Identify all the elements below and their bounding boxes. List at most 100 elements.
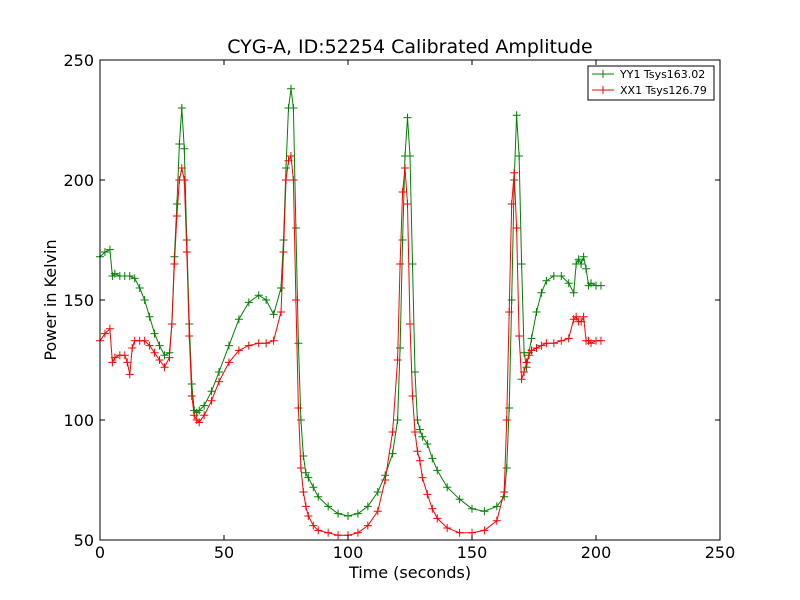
series-point-0-12 xyxy=(150,329,159,338)
y-tick-label: 50 xyxy=(74,531,94,550)
series-point-0-27 xyxy=(195,406,204,415)
series-point-1-38 xyxy=(269,336,278,345)
series-point-1-49 xyxy=(301,502,310,511)
series-point-1-99 xyxy=(572,312,581,321)
series-point-0-52 xyxy=(334,509,343,518)
series-point-0-35 xyxy=(262,296,271,304)
series-point-0-70 xyxy=(423,440,432,448)
series-point-1-34 xyxy=(234,346,243,355)
series-point-1-32 xyxy=(215,377,224,386)
series-point-0-76 xyxy=(480,507,489,516)
series-point-1-62 xyxy=(396,260,405,268)
series-point-1-14 xyxy=(150,348,159,357)
series-point-0-47 xyxy=(301,468,310,477)
series-point-1-36 xyxy=(254,339,263,348)
series-point-0-34 xyxy=(254,291,263,300)
series-point-0-101 xyxy=(582,264,591,273)
series-point-1-26 xyxy=(187,392,196,400)
series-point-1-66 xyxy=(406,320,414,328)
series-point-0-39 xyxy=(282,164,290,172)
series-point-0-98 xyxy=(574,255,583,264)
series-point-1-83 xyxy=(507,200,516,208)
series-point-1-69 xyxy=(413,447,422,456)
series-point-0-93 xyxy=(549,272,558,280)
series-point-1-79 xyxy=(492,516,501,525)
series-point-1-85 xyxy=(512,224,521,232)
series-point-1-56 xyxy=(353,528,362,537)
series-point-0-99 xyxy=(577,260,586,268)
series-point-0-69 xyxy=(418,432,427,441)
series-point-0-49 xyxy=(309,483,318,492)
series-point-1-1 xyxy=(100,329,109,338)
series-point-0-7 xyxy=(125,272,134,280)
series-point-0-14 xyxy=(160,351,169,360)
series-point-0-9 xyxy=(135,284,144,292)
series-point-1-9 xyxy=(128,344,137,352)
series-point-0-64 xyxy=(406,152,414,160)
series-point-0-58 xyxy=(388,449,397,458)
series-point-1-64 xyxy=(401,164,410,172)
series-point-0-66 xyxy=(410,368,419,376)
series-point-1-86 xyxy=(515,332,524,340)
series-point-0-75 xyxy=(468,504,476,513)
series-point-0-84 xyxy=(515,152,524,160)
series-point-0-59 xyxy=(393,416,402,424)
legend-marker-yy1 xyxy=(599,70,607,78)
series-point-0-68 xyxy=(415,425,424,434)
series-point-0-71 xyxy=(428,454,437,463)
series-point-1-92 xyxy=(532,344,541,352)
series-point-1-65 xyxy=(403,200,412,208)
series-point-1-63 xyxy=(398,188,407,196)
series-point-1-91 xyxy=(527,346,536,355)
series-point-1-31 xyxy=(207,396,216,405)
series-point-0-55 xyxy=(363,502,372,511)
series-point-1-13 xyxy=(145,341,154,350)
series-point-0-56 xyxy=(373,488,382,496)
series-point-1-41 xyxy=(282,176,290,184)
series-point-0-29 xyxy=(207,387,216,396)
series-point-1-70 xyxy=(415,456,424,465)
series-point-1-95 xyxy=(549,339,558,348)
series-point-1-57 xyxy=(363,521,372,530)
series-layer xyxy=(96,84,605,540)
series-point-1-30 xyxy=(200,411,209,420)
series-point-0-2 xyxy=(105,245,114,254)
series-point-1-2 xyxy=(105,324,114,333)
series-point-0-63 xyxy=(403,113,412,122)
series-point-0-13 xyxy=(155,341,164,350)
series-point-0-90 xyxy=(532,308,541,316)
series-point-1-51 xyxy=(309,521,318,530)
series-point-0-53 xyxy=(344,512,352,520)
series-point-1-18 xyxy=(167,320,176,328)
series-point-1-58 xyxy=(373,507,382,516)
series-point-0-18 xyxy=(172,200,181,208)
series-point-0-105 xyxy=(596,281,605,290)
series-point-1-27 xyxy=(190,411,199,420)
series-point-0-41 xyxy=(286,84,295,93)
series-point-0-54 xyxy=(353,509,362,518)
series-point-0-85 xyxy=(517,260,526,268)
series-point-1-8 xyxy=(125,370,134,379)
y-tick-label: 250 xyxy=(63,51,94,70)
series-point-1-4 xyxy=(110,353,119,362)
x-tick-label: 50 xyxy=(214,543,234,562)
series-point-0-77 xyxy=(492,502,501,511)
series-point-1-68 xyxy=(410,428,419,436)
series-point-0-83 xyxy=(512,111,521,120)
y-tick-label: 150 xyxy=(63,291,94,310)
series-point-0-48 xyxy=(304,473,313,482)
series-point-1-78 xyxy=(480,526,489,535)
series-point-1-52 xyxy=(314,526,323,535)
series-point-1-94 xyxy=(542,339,551,348)
series-point-0-43 xyxy=(291,224,300,232)
x-tick-label: 150 xyxy=(457,543,488,562)
series-point-1-3 xyxy=(108,358,117,367)
series-point-0-50 xyxy=(314,492,323,501)
series-point-1-12 xyxy=(140,336,149,345)
series-point-1-6 xyxy=(120,351,129,360)
series-point-1-16 xyxy=(160,363,169,372)
series-point-1-105 xyxy=(587,339,596,348)
x-axis-title: Time (seconds) xyxy=(348,563,471,582)
series-point-0-79 xyxy=(502,464,511,472)
